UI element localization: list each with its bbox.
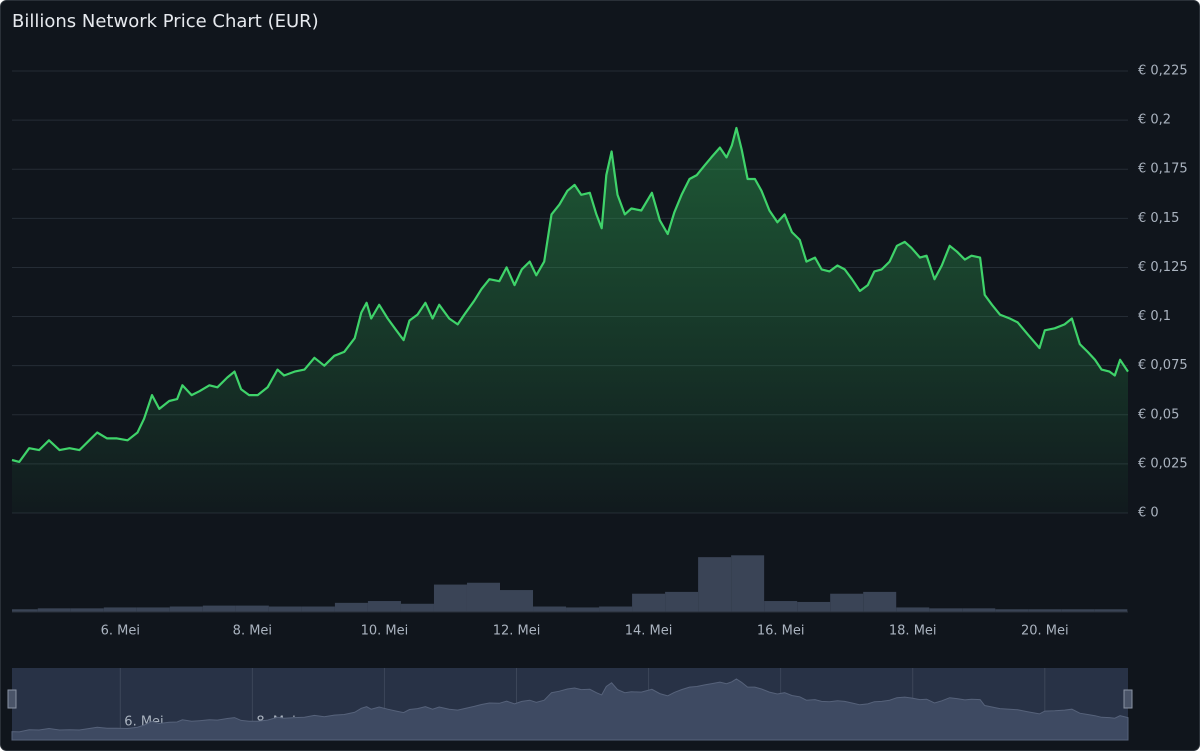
volume-bar (70, 608, 104, 612)
x-tick-label: 12. Mei (493, 624, 541, 639)
y-tick-label: € 0 (1138, 506, 1159, 521)
volume-bar (566, 607, 600, 612)
volume-bar (764, 601, 798, 612)
y-tick-label: € 0,1 (1138, 309, 1171, 324)
volume-bar (599, 606, 633, 612)
volume-bar (1094, 609, 1128, 612)
volume-bar (202, 605, 236, 612)
volume-bar (698, 557, 732, 612)
price-area (12, 128, 1128, 513)
volume-bar (301, 606, 335, 612)
volume-bar (533, 606, 567, 612)
x-tick-label: 16. Mei (757, 624, 805, 639)
volume-bar (863, 591, 897, 612)
volume-bar (797, 601, 831, 612)
x-tick-label: 18. Mei (889, 624, 937, 639)
navigator-handle[interactable] (1123, 689, 1133, 709)
volume-bar (1061, 609, 1095, 612)
volume-bar (665, 591, 699, 612)
volume-bar (995, 609, 1029, 612)
volume-bar (962, 608, 996, 612)
volume-bar (334, 602, 368, 612)
y-tick-label: € 0,075 (1138, 358, 1188, 373)
navigator-handle[interactable] (7, 689, 17, 709)
volume-bar (830, 593, 864, 612)
y-tick-label: € 0,125 (1138, 260, 1188, 275)
volume-bar (268, 606, 302, 612)
x-tick-label: 10. Mei (361, 624, 409, 639)
x-tick-label: 8. Mei (233, 624, 272, 639)
y-tick-label: € 0,2 (1138, 113, 1171, 128)
volume-bar (367, 601, 401, 612)
price-line (11, 126, 1129, 463)
volume-bar (896, 607, 930, 612)
y-tick-label: € 0,225 (1138, 64, 1188, 79)
volume-bar (466, 582, 501, 612)
volume-bar (1028, 609, 1062, 612)
y-tick-label: € 0,025 (1138, 456, 1188, 471)
volume-bar (169, 606, 203, 612)
x-tick-label: 6. Mei (101, 624, 140, 639)
volume-bar (400, 603, 434, 612)
y-tick-label: € 0,15 (1138, 211, 1179, 226)
y-tick-label: € 0,05 (1138, 407, 1179, 422)
x-tick-label: 14. Mei (625, 624, 673, 639)
volume-bar (136, 607, 170, 612)
chart-title: Billions Network Price Chart (EUR) (12, 11, 319, 32)
volume-bar (632, 593, 666, 612)
volume-bar (500, 590, 534, 612)
volume-bar (235, 605, 269, 612)
volume-bar (929, 608, 963, 612)
navigator-area (11, 678, 1129, 741)
volume-bar (37, 608, 71, 612)
volume-bar (433, 584, 467, 612)
volume-bar (731, 555, 765, 612)
volume-bar (103, 607, 137, 612)
y-tick-label: € 0,175 (1138, 162, 1188, 177)
x-tick-label: 20. Mei (1021, 624, 1069, 639)
volume-bar (12, 609, 38, 612)
